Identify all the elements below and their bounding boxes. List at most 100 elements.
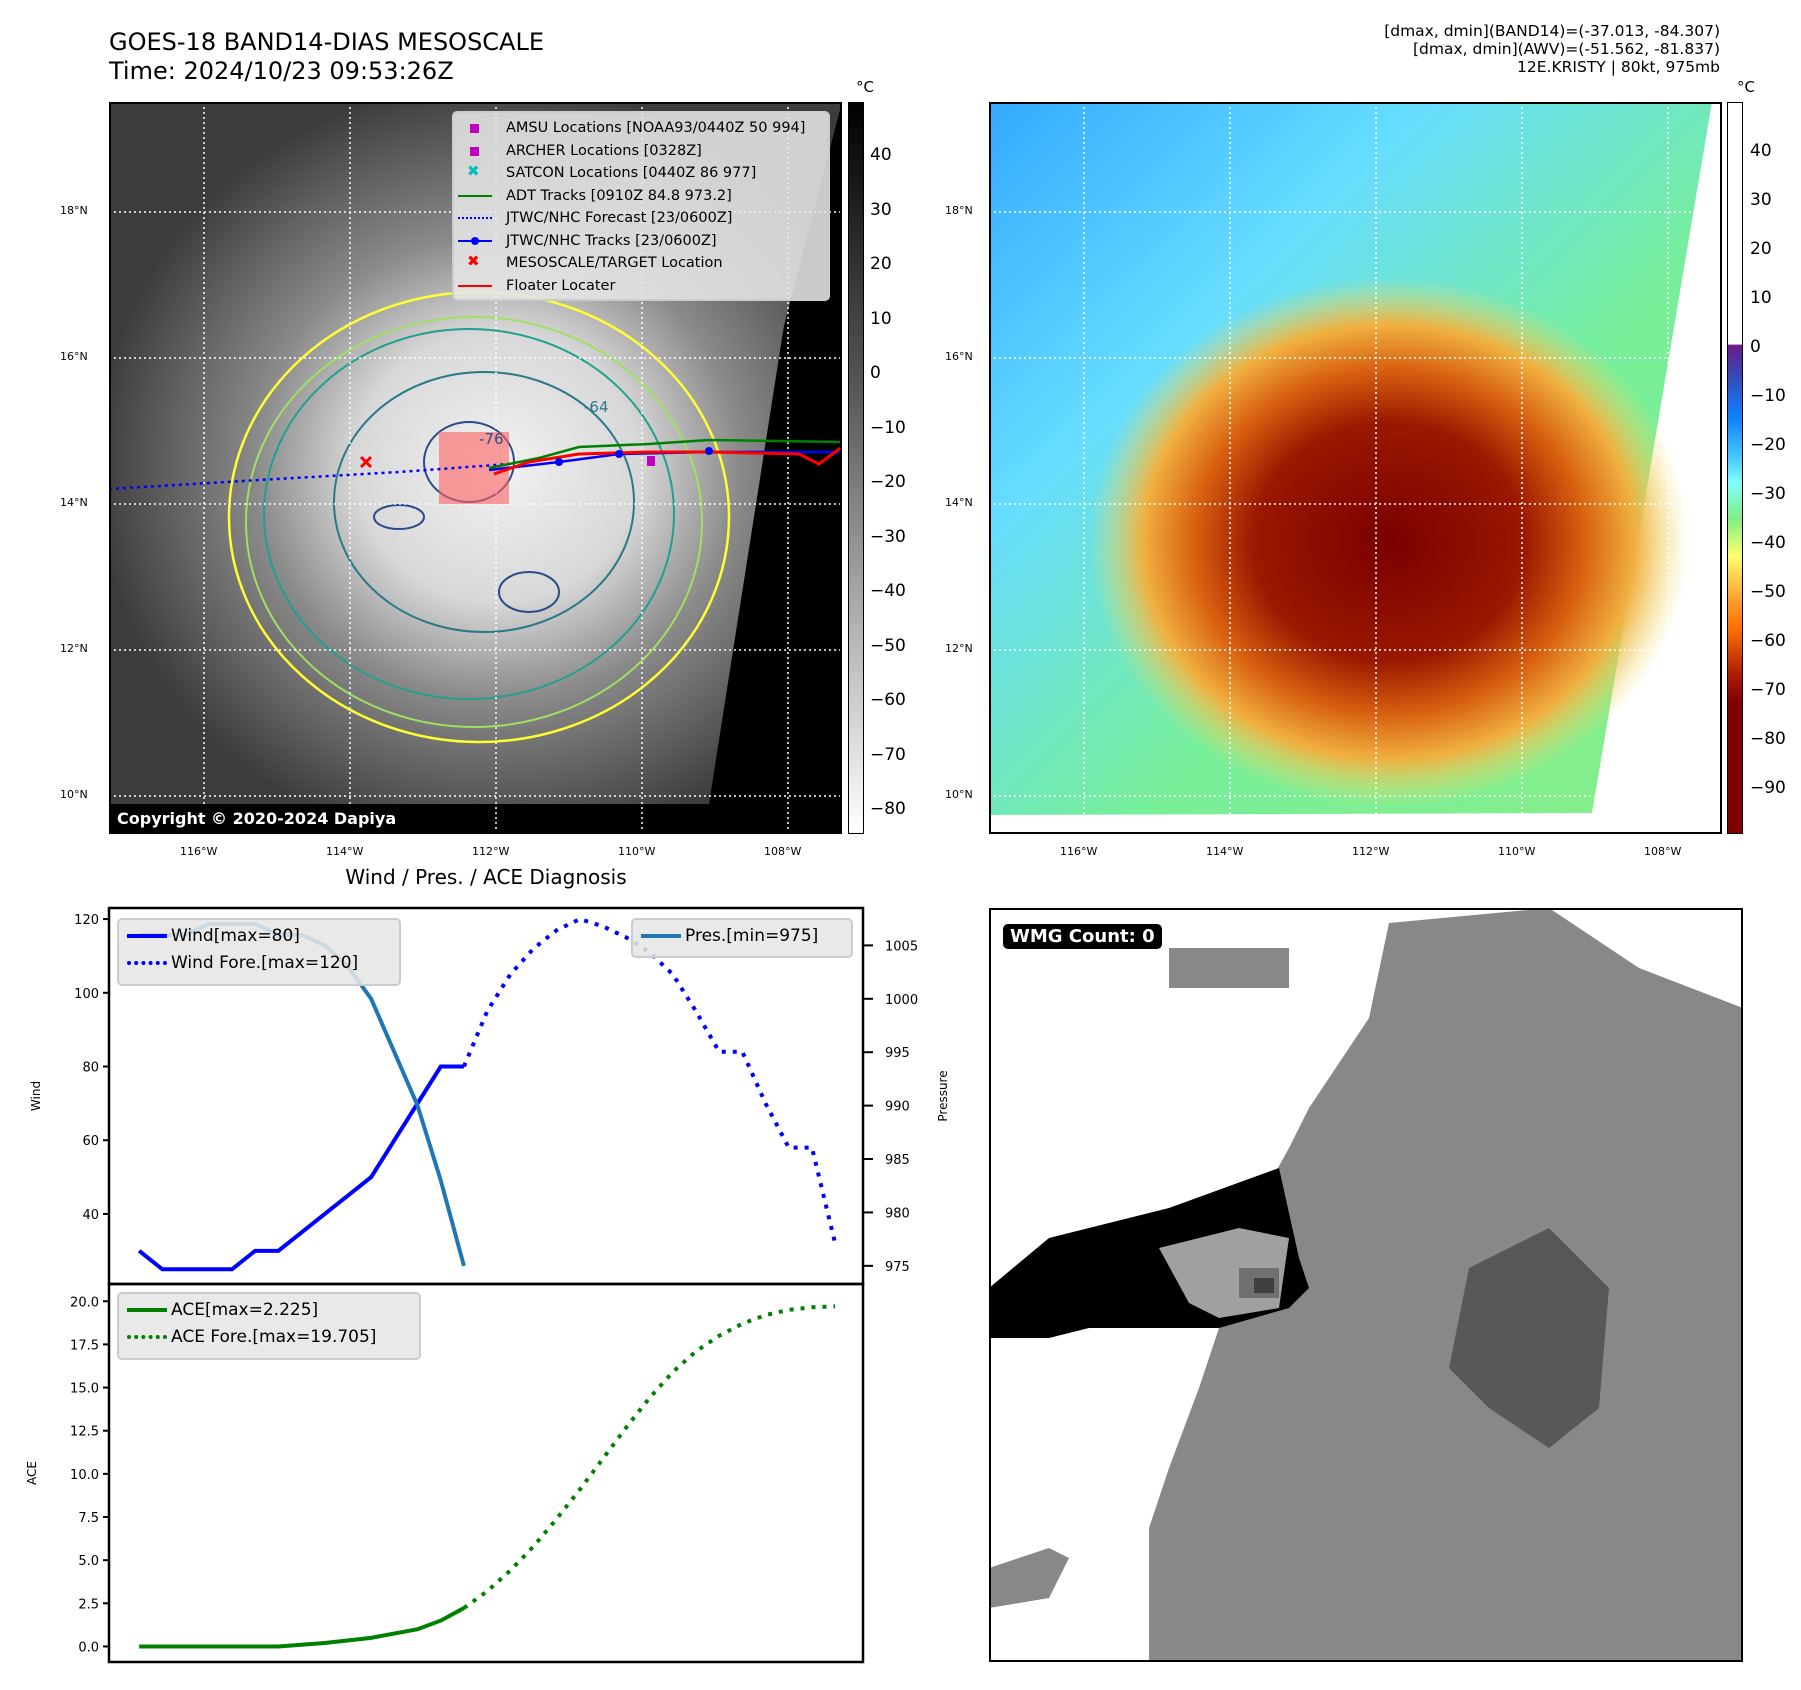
lat-label: 16°N: [945, 350, 973, 363]
x-marker-icon: ✖: [467, 162, 480, 181]
pressure-tick-label: 1000: [885, 993, 918, 1008]
storm-info: [dmax, dmin](BAND14)=(-37.013, -84.307) …: [1384, 22, 1720, 76]
colorbar-tick-label: 30: [870, 199, 892, 220]
colorbar-tick-label: −70: [1750, 680, 1786, 700]
wind-tick-label: 40: [82, 1208, 99, 1223]
legend-forecast: JTWC/NHC Forecast [23/0600Z]: [454, 207, 828, 230]
series-wind-fore-line: [462, 916, 838, 1244]
colorbar-tick-label: 40: [870, 145, 892, 165]
steelblue-line-icon: [633, 928, 685, 944]
adt-track: [488, 438, 840, 470]
band14-map: -76 -64 AMSU Locations [NOAA93/0440Z 50 …: [109, 102, 842, 834]
lat-label: 10°N: [945, 788, 973, 801]
series-ace-fore-line: [462, 1304, 836, 1610]
colorbar-tick-label: −60: [870, 690, 906, 710]
info-band14: [dmax, dmin](BAND14)=(-37.013, -84.307): [1384, 22, 1720, 40]
legend-tracks: JTWC/NHC Tracks [23/0600Z]: [454, 230, 828, 253]
info-storm: 12E.KRISTY | 80kt, 975mb: [1517, 58, 1720, 76]
colorbar-tick-label: 0: [870, 363, 881, 383]
pressure-legend: Pres.[min=975]: [631, 918, 853, 958]
green-line-icon: [454, 188, 506, 204]
colorbar-tick-label: 30: [1750, 190, 1772, 210]
info-awv: [dmax, dmin](AWV)=(-51.562, -81.837): [1413, 40, 1720, 58]
series-windline: [137, 1064, 464, 1272]
legend-archer: ARCHER Locations [0328Z]: [454, 140, 828, 163]
wind-tick-label: 80: [82, 1061, 99, 1076]
ace-tick-label: 17.5: [70, 1338, 99, 1353]
colorbar-tick-label: 20: [1750, 239, 1772, 259]
colorbar-tick-label: −50: [1750, 582, 1786, 602]
ace-tick-label: 0.0: [78, 1640, 99, 1655]
colorbar-tick-label: −10: [870, 417, 906, 438]
lon-label: 114°W: [1206, 845, 1244, 858]
colorbar-tick-label: −40: [870, 581, 906, 601]
square-marker-icon: [454, 143, 506, 159]
pressure-tick-label: 1005: [885, 939, 918, 954]
floater-track: [493, 446, 840, 476]
legend-adt: ADT Tracks [0910Z 84.8 973.2]: [454, 185, 828, 208]
lat-label: 14°N: [945, 496, 973, 509]
legend-ace: ACE[max=2.225]: [119, 1296, 419, 1323]
series-aceline: [139, 1606, 465, 1649]
lat-label: 18°N: [945, 204, 973, 217]
lon-label: 112°W: [472, 845, 510, 858]
colorbar-tick-label: −90: [1750, 778, 1786, 798]
lat-label: 12°N: [945, 642, 973, 655]
amsu-marker: [647, 456, 655, 466]
legend-floater: Floater Locater: [454, 275, 828, 298]
target-marker: [359, 455, 373, 469]
wind-axis-label: Wind: [29, 1081, 43, 1111]
ace-tick-label: 12.5: [70, 1425, 99, 1440]
colorbar-tick-label: −80: [870, 799, 906, 819]
colorbar-tick-label: −30: [1750, 484, 1786, 504]
left-colorbar: [848, 102, 864, 834]
awv-map: [989, 102, 1722, 834]
colorbar-tick-label: −50: [870, 635, 906, 656]
legend-satcon: ✖ SATCON Locations [0440Z 86 977]: [454, 162, 828, 185]
dotted-line-icon: [119, 955, 171, 971]
diagnosis-title: Wind / Pres. / ACE Diagnosis: [345, 865, 627, 889]
legend-wind-fore: Wind Fore.[max=120]: [119, 949, 399, 976]
title-line2: Time: 2024/10/23 09:53:26Z: [109, 57, 454, 85]
line-dot-icon: [454, 233, 506, 249]
colorbar-tick-label: −20: [1750, 435, 1786, 455]
pressure-tick-label: 990: [885, 1100, 910, 1115]
figure-title: GOES-18 BAND14-DIAS MESOSCALE Time: 2024…: [109, 28, 544, 86]
wmg-panel: WMG Count: 0: [989, 908, 1743, 1662]
wmg-image: [991, 910, 1741, 1660]
left-colorbar-unit: °C: [856, 78, 874, 96]
awv-image: [991, 104, 1720, 832]
green-line-icon: [119, 1302, 171, 1318]
lon-label: 108°W: [764, 845, 802, 858]
forecast-track: [111, 462, 510, 491]
square-marker-icon: [454, 120, 506, 136]
right-colorbar-unit: °C: [1737, 78, 1755, 96]
legend-pressure: Pres.[min=975]: [633, 922, 851, 949]
colorbar-tick-label: −40: [1750, 533, 1786, 553]
legend-wind: Wind[max=80]: [119, 922, 399, 949]
pressure-tick-label: 995: [885, 1046, 910, 1061]
colorbar-tick-label: −60: [1750, 631, 1786, 651]
colorbar-tick-label: 40: [1750, 141, 1772, 161]
pressure-tick-label: 985: [885, 1153, 910, 1168]
contour-label-76: -76: [479, 430, 504, 448]
pressure-tick-label: 980: [885, 1206, 910, 1221]
ace-legend: ACE[max=2.225] ACE Fore.[max=19.705]: [117, 1292, 421, 1360]
colorbar-tick-label: −10: [1750, 386, 1786, 406]
ace-tick-label: 5.0: [78, 1554, 99, 1569]
colorbar-tick-label: 10: [1750, 288, 1772, 308]
colorbar-tick-label: 0: [1750, 337, 1761, 357]
map-gridlines: [991, 104, 1720, 832]
right-colorbar: [1727, 102, 1743, 834]
ace-tick-label: 2.5: [78, 1597, 99, 1612]
lon-label: 114°W: [326, 845, 364, 858]
copyright-label: Copyright © 2020-2024 Dapiya: [111, 807, 403, 830]
legend-ace-fore: ACE Fore.[max=19.705]: [119, 1323, 419, 1350]
ace-axis-label: ACE: [25, 1461, 39, 1485]
lon-label: 112°W: [1352, 845, 1390, 858]
red-line-icon: [454, 278, 506, 294]
colorbar-tick-label: −30: [870, 526, 906, 547]
lat-label: 12°N: [60, 642, 88, 655]
x-marker-icon: ✖: [467, 252, 480, 271]
colorbar-tick-label: 20: [870, 254, 892, 274]
